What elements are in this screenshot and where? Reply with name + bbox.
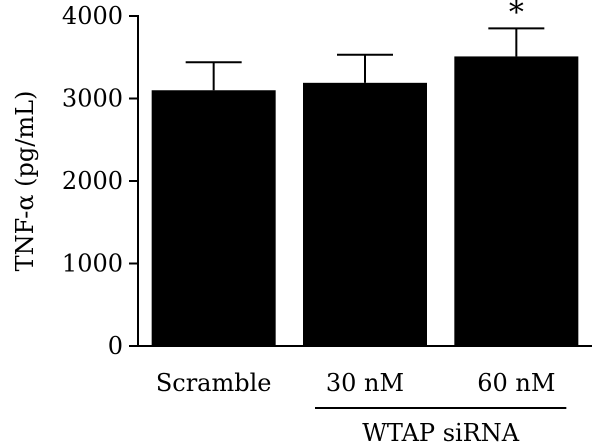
group-annotation: WTAP siRNA (315, 407, 567, 444)
y-axis-title: TNF-α (pg/mL) (11, 91, 39, 272)
x-axis: Scramble 30 nM 60 nM (137, 345, 592, 397)
x-tick-label: 60 nM (477, 369, 555, 397)
bar-60-nm (454, 56, 579, 347)
y-tick-label: 4000 (62, 2, 123, 30)
bars-group: * (151, 0, 579, 347)
bar-30-nm (303, 82, 427, 346)
bar-scramble (151, 90, 276, 346)
y-axis: 0 1000 2000 3000 4000 (62, 2, 139, 360)
y-tick-label: 2000 (62, 167, 123, 195)
x-tick-label: Scramble (156, 369, 272, 397)
y-tick-label: 1000 (62, 250, 123, 278)
x-tick-label: 30 nM (326, 369, 404, 397)
significance-marker: * (509, 0, 524, 30)
y-tick-label: 3000 (62, 85, 123, 113)
group-label: WTAP siRNA (362, 419, 520, 444)
y-tick-label: 0 (108, 332, 123, 360)
